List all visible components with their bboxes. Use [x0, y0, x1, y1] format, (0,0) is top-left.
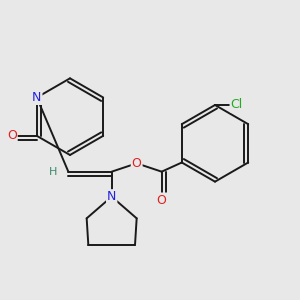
Text: Cl: Cl [230, 98, 243, 112]
Text: O: O [132, 157, 142, 170]
Text: O: O [157, 194, 166, 206]
Text: H: H [49, 167, 58, 177]
Text: O: O [7, 129, 17, 142]
Text: N: N [32, 91, 41, 104]
Text: N: N [107, 190, 116, 203]
